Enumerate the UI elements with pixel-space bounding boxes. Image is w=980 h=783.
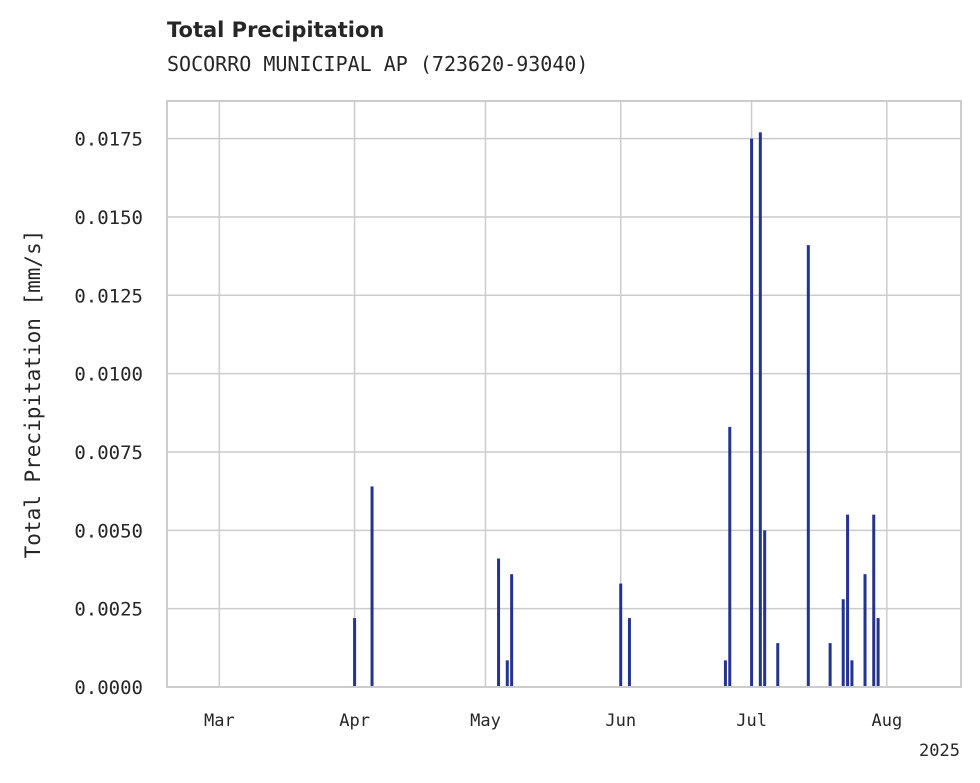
precipitation-bar: [806, 245, 810, 688]
y-tick-label: 0.0175: [74, 129, 143, 151]
x-tick-label: Apr: [339, 711, 370, 731]
ticks-layer: 0.0000 0.0025 0.0050 0.0075 0.0100 0.0125 0.01…: [74, 129, 902, 731]
y-tick-label: 0.0025: [74, 599, 143, 621]
precipitation-bar: [627, 618, 631, 687]
y-tick-label: 0.0000: [74, 677, 143, 699]
bars-layer: [353, 132, 880, 688]
precipitation-bar: [876, 618, 880, 687]
precipitation-bar: [728, 426, 732, 687]
precipitation-bar: [505, 660, 509, 687]
precipitation-bar: [863, 574, 867, 687]
x-tick-label: Aug: [871, 711, 902, 731]
plot-frame: [166, 100, 962, 688]
y-axis-label: Total Precipitation [mm/s]: [21, 230, 45, 559]
precipitation-bar: [872, 514, 876, 687]
x-tick-label: May: [470, 711, 501, 731]
precipitation-bar: [370, 486, 374, 687]
precipitation-bar: [497, 558, 501, 687]
precipitation-bar: [850, 660, 854, 687]
precipitation-bar: [510, 574, 514, 687]
precipitation-bar: [353, 618, 357, 687]
grid-layer: [167, 101, 961, 688]
y-tick-label: 0.0100: [74, 364, 143, 386]
precipitation-bar: [758, 132, 762, 687]
y-tick-label: 0.0050: [74, 520, 143, 542]
chart-subtitle: SOCORRO MUNICIPAL AP (723620-93040): [167, 52, 589, 76]
chart-title: Total Precipitation: [167, 18, 385, 42]
x-axis-year-label: 2025: [919, 741, 960, 761]
precipitation-bar: [750, 138, 754, 688]
precipitation-bar: [841, 599, 845, 687]
y-tick-label: 0.0150: [74, 207, 143, 229]
precipitation-bar: [828, 643, 832, 687]
x-tick-label: Mar: [204, 711, 235, 731]
precipitation-bar: [763, 530, 767, 687]
precipitation-bar: [846, 514, 850, 687]
y-tick-label: 0.0075: [74, 442, 143, 464]
x-tick-label: Jul: [736, 711, 767, 731]
precipitation-bar: [723, 660, 727, 687]
x-tick-label: Jun: [605, 711, 636, 731]
precipitation-bar: [619, 583, 623, 687]
precipitation-bar: [776, 643, 780, 687]
y-tick-label: 0.0125: [74, 285, 143, 307]
